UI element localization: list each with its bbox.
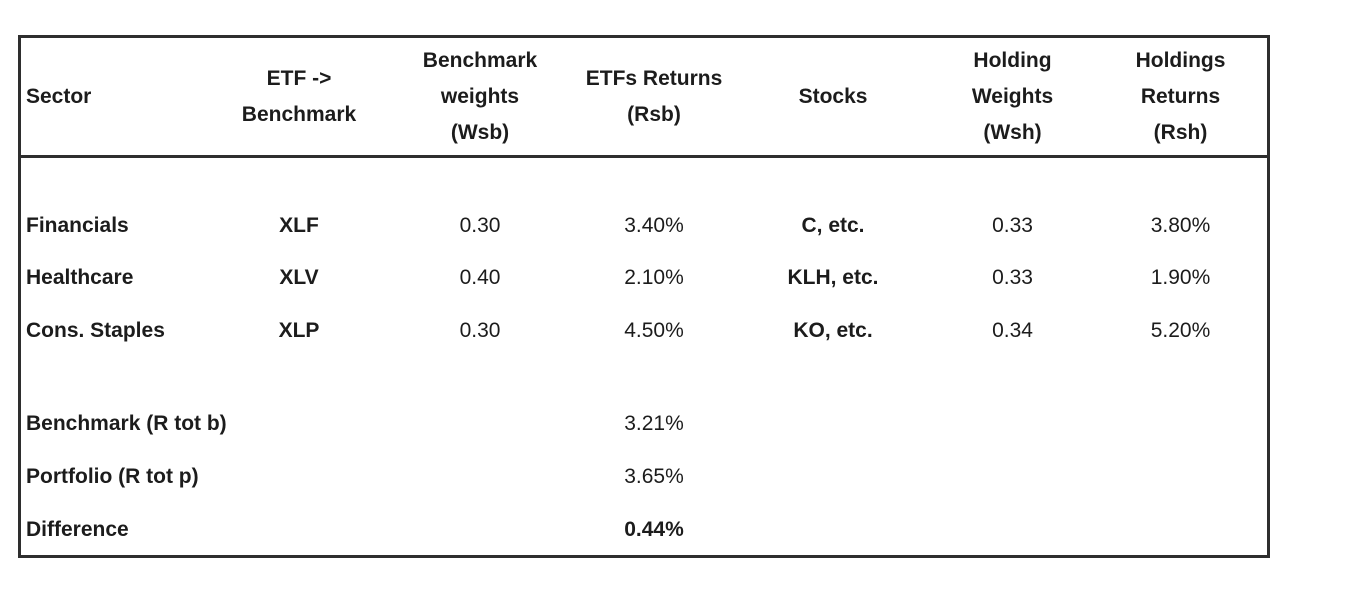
cell-stocks: KO, etc. bbox=[793, 319, 873, 343]
column-header-etf-returns: ETFs Returns (Rsb) bbox=[585, 66, 723, 126]
summary-value: 3.65% bbox=[624, 465, 684, 489]
cell-etf-return: 4.50% bbox=[624, 319, 684, 343]
cell-holding-return: 3.80% bbox=[1150, 214, 1211, 238]
cell-holding-weight: 0.34 bbox=[992, 319, 1033, 343]
cell-etf-ticker: XLF bbox=[279, 214, 319, 238]
column-header-holdings-returns: Holdings Returns (Rsh) bbox=[1135, 48, 1226, 144]
spacer-row bbox=[21, 158, 1267, 200]
column-header-stocks: Stocks bbox=[798, 84, 868, 108]
cell-etf-return: 3.40% bbox=[624, 214, 684, 238]
cell-benchmark-weight: 0.30 bbox=[459, 319, 501, 343]
summary-row-portfolio-total: Portfolio (R tot p) 3.65% bbox=[21, 450, 1267, 504]
cell-etf-ticker: XLP bbox=[278, 319, 320, 343]
cell-holding-return: 1.90% bbox=[1150, 266, 1211, 290]
attribution-table: Sector ETF -> Benchmark Benchmark weight… bbox=[18, 35, 1270, 558]
cell-etf-return: 2.10% bbox=[624, 266, 684, 290]
table-row-healthcare: Healthcare XLV 0.40 2.10% KLH, etc. 0.33… bbox=[21, 252, 1267, 304]
cell-benchmark-weight: 0.40 bbox=[459, 266, 501, 290]
cell-sector: Healthcare bbox=[26, 266, 134, 290]
cell-holding-weight: 0.33 bbox=[992, 214, 1033, 238]
cell-sector: Financials bbox=[26, 214, 129, 238]
table-header-row: Sector ETF -> Benchmark Benchmark weight… bbox=[21, 38, 1267, 158]
summary-label: Difference bbox=[26, 517, 129, 541]
table-row-cons-staples: Cons. Staples XLP 0.30 4.50% KO, etc. 0.… bbox=[21, 304, 1267, 358]
column-header-sector: Sector bbox=[26, 84, 92, 108]
summary-label: Benchmark (R tot b) bbox=[26, 412, 227, 436]
cell-sector: Cons. Staples bbox=[26, 319, 165, 343]
column-header-etf-benchmark: ETF -> Benchmark bbox=[241, 66, 357, 126]
summary-row-benchmark-total: Benchmark (R tot b) 3.21% bbox=[21, 398, 1267, 450]
cell-holding-weight: 0.33 bbox=[992, 266, 1033, 290]
table-row-financials: Financials XLF 0.30 3.40% C, etc. 0.33 3… bbox=[21, 200, 1267, 252]
column-header-holding-weights: Holding Weights (Wsh) bbox=[971, 48, 1054, 144]
cell-benchmark-weight: 0.30 bbox=[459, 214, 501, 238]
summary-value: 3.21% bbox=[624, 412, 684, 436]
summary-row-difference: Difference 0.44% bbox=[21, 504, 1267, 555]
spacer-row bbox=[21, 358, 1267, 398]
summary-value: 0.44% bbox=[624, 517, 684, 541]
cell-stocks: KLH, etc. bbox=[787, 266, 879, 290]
cell-stocks: C, etc. bbox=[801, 214, 865, 238]
cell-etf-ticker: XLV bbox=[279, 266, 319, 290]
column-header-benchmark-weights: Benchmark weights (Wsb) bbox=[422, 48, 538, 144]
summary-label: Portfolio (R tot p) bbox=[26, 465, 199, 489]
cell-holding-return: 5.20% bbox=[1150, 319, 1211, 343]
